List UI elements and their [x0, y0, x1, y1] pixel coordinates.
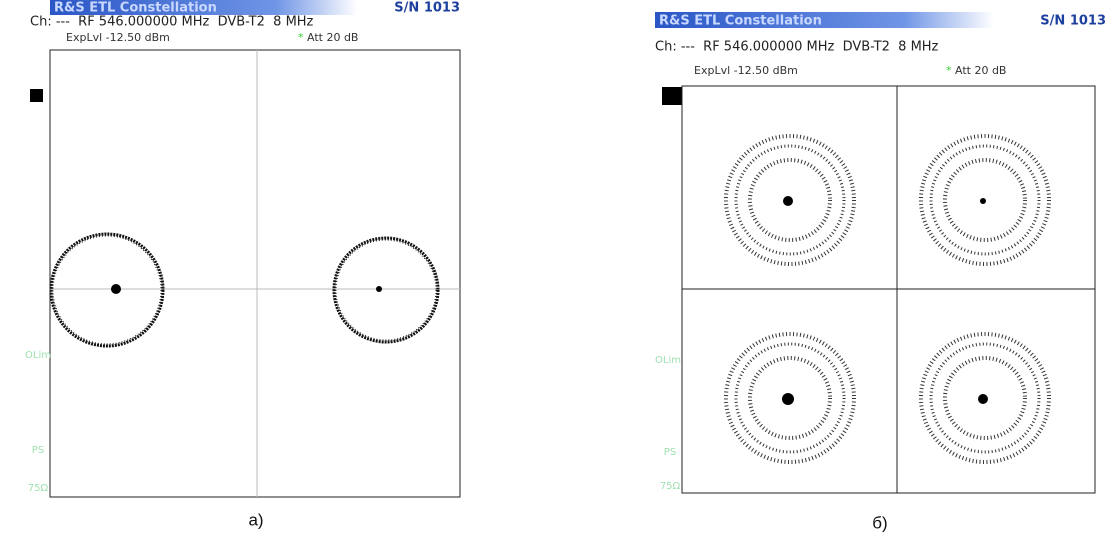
header-bar — [50, 0, 460, 15]
attenuation: Att 20 dB — [955, 64, 1006, 77]
constellation-ring — [748, 356, 832, 440]
constellation-ring — [724, 134, 856, 266]
caption: а) — [248, 510, 263, 529]
constellation-ring — [929, 144, 1041, 256]
channel-line: Ch: --- RF 546.000000 MHz DVB-T2 8 MHz — [30, 15, 314, 30]
exp-level: ExpLvl -12.50 dBm — [694, 64, 798, 77]
indicator — [30, 89, 43, 102]
header-bar — [655, 12, 1107, 28]
header-title: R&S ETL Constellation — [54, 1, 217, 16]
attenuation: Att 20 dB — [307, 31, 358, 44]
att-marker: * — [298, 31, 304, 44]
side-label: PS — [32, 445, 44, 456]
constellation-point — [782, 393, 794, 405]
exp-level: ExpLvl -12.50 dBm — [66, 31, 170, 44]
constellation-point — [376, 286, 382, 292]
constellation-ring — [335, 239, 437, 341]
side-label: OLim — [655, 355, 681, 366]
side-label: 75Ω — [28, 483, 49, 494]
constellation-ring — [724, 332, 856, 464]
constellation-ring — [52, 235, 162, 345]
indicator — [662, 87, 684, 105]
constellation-point — [978, 394, 988, 404]
constellation-ring — [919, 332, 1051, 464]
constellation-ring — [734, 342, 846, 454]
constellation-point — [783, 196, 793, 206]
constellation-ring — [943, 356, 1027, 440]
constellation-ring — [919, 134, 1051, 266]
constellation-ring — [332, 236, 440, 344]
serial: S/N 1013 — [1040, 14, 1106, 29]
header-title: R&S ETL Constellation — [659, 14, 822, 29]
att-marker: * — [946, 64, 952, 77]
panel-a: R&S ETL Constellation S/N 1013 Ch: --- R… — [25, 0, 461, 529]
side-label: 75Ω — [660, 481, 681, 492]
constellation-ring — [734, 144, 846, 256]
constellation-ring — [929, 342, 1041, 454]
constellation-ring — [943, 158, 1027, 242]
serial: S/N 1013 — [394, 1, 460, 16]
channel-line: Ch: --- RF 546.000000 MHz DVB-T2 8 MHz — [655, 40, 939, 55]
side-label: PS — [664, 447, 676, 458]
caption: б) — [872, 513, 887, 532]
constellation-point — [111, 284, 121, 294]
plot-frame — [49, 49, 461, 498]
side-label: OLim — [25, 350, 51, 361]
panel-b: R&S ETL Constellation S/N 1013 Ch: --- R… — [655, 12, 1107, 532]
constellation-ring — [748, 158, 832, 242]
constellation-ring — [49, 232, 165, 348]
constellation-group — [724, 134, 1051, 464]
constellation-point — [980, 198, 986, 204]
